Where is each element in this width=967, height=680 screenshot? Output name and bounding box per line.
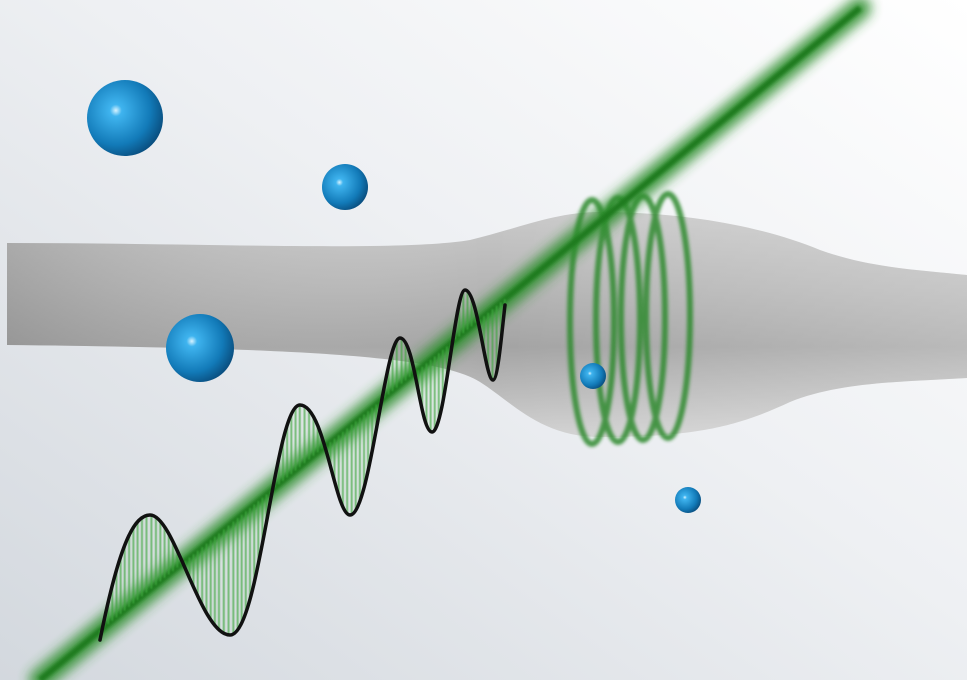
sphere <box>322 164 368 210</box>
wave <box>98 288 507 642</box>
beam <box>29 0 871 680</box>
sphere <box>166 314 234 382</box>
sphere <box>580 363 606 389</box>
sphere <box>675 487 701 513</box>
beam-core <box>38 5 862 680</box>
coil-loop <box>567 197 617 447</box>
spheres <box>87 80 368 382</box>
sphere <box>87 80 163 156</box>
coil-loop <box>643 191 693 441</box>
